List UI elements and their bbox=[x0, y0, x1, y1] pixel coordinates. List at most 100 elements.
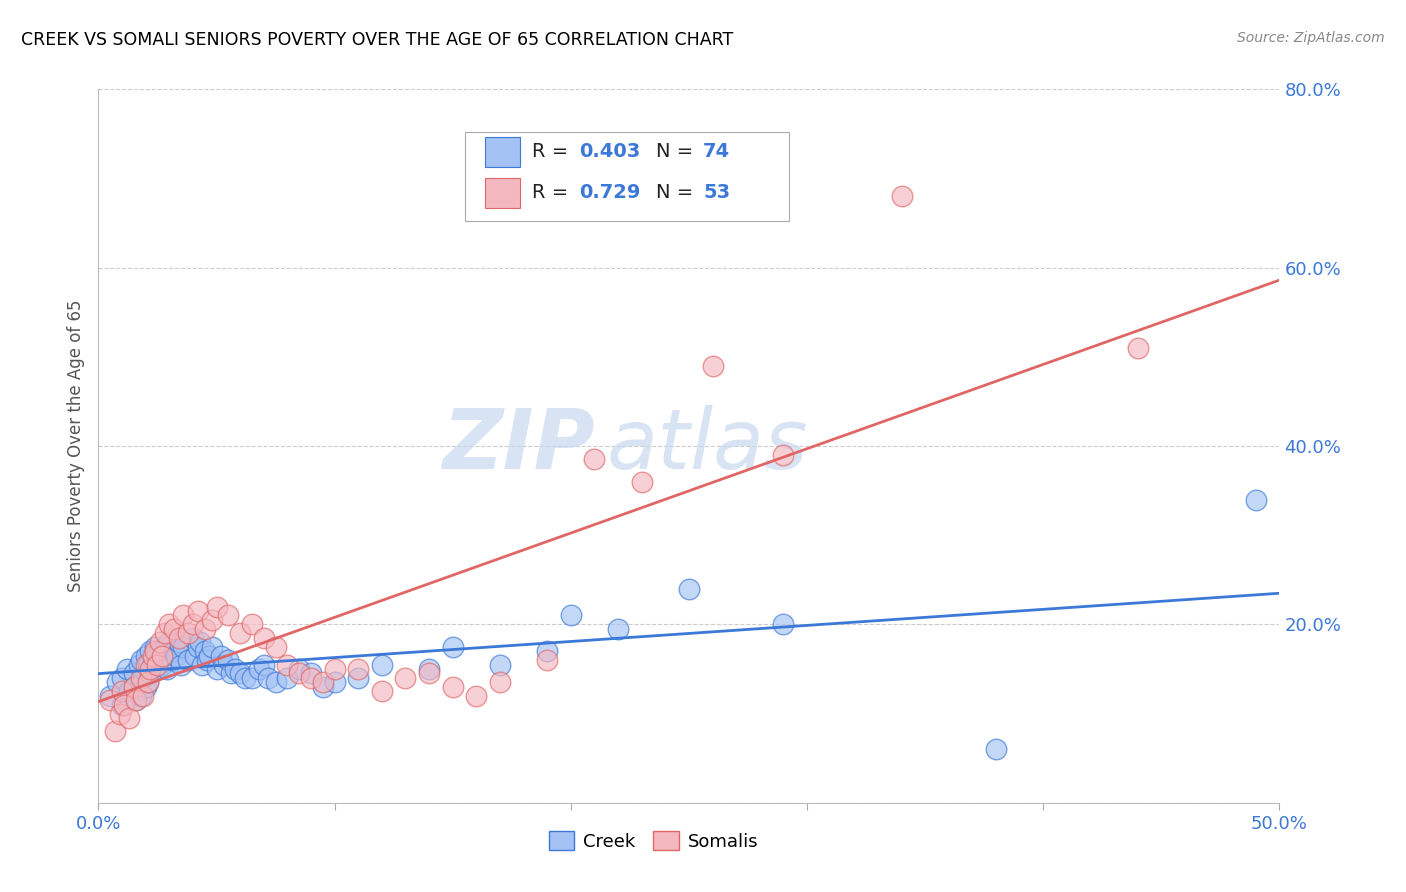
Point bbox=[111, 684, 134, 698]
Point bbox=[163, 622, 186, 636]
Point bbox=[371, 657, 394, 672]
Point bbox=[165, 648, 187, 663]
Point bbox=[194, 622, 217, 636]
Point bbox=[128, 657, 150, 672]
Point bbox=[143, 644, 166, 658]
Point bbox=[150, 648, 173, 663]
Point bbox=[583, 452, 606, 467]
FancyBboxPatch shape bbox=[485, 136, 520, 167]
Point bbox=[105, 675, 128, 690]
Point bbox=[205, 599, 228, 614]
Text: 0.403: 0.403 bbox=[579, 143, 640, 161]
Point bbox=[129, 653, 152, 667]
Point bbox=[276, 657, 298, 672]
Point bbox=[257, 671, 280, 685]
Point bbox=[143, 640, 166, 654]
Point bbox=[104, 724, 127, 739]
Point bbox=[122, 680, 145, 694]
Point bbox=[170, 657, 193, 672]
Point bbox=[201, 613, 224, 627]
Point bbox=[240, 617, 263, 632]
Point bbox=[217, 608, 239, 623]
Point bbox=[418, 662, 440, 676]
Point bbox=[118, 711, 141, 725]
Point bbox=[240, 671, 263, 685]
Point bbox=[172, 640, 194, 654]
Point bbox=[136, 675, 159, 690]
Point bbox=[118, 684, 141, 698]
Point bbox=[194, 644, 217, 658]
Point bbox=[122, 680, 145, 694]
Point bbox=[560, 608, 582, 623]
Point bbox=[209, 648, 232, 663]
Text: 0.729: 0.729 bbox=[579, 184, 641, 202]
Point bbox=[167, 631, 190, 645]
Point bbox=[146, 657, 169, 672]
Point bbox=[288, 662, 311, 676]
Point bbox=[132, 671, 155, 685]
Point bbox=[371, 684, 394, 698]
Point bbox=[229, 626, 252, 640]
Point bbox=[139, 644, 162, 658]
Text: atlas: atlas bbox=[606, 406, 808, 486]
Text: R =: R = bbox=[531, 184, 575, 202]
Point bbox=[187, 640, 209, 654]
Point bbox=[163, 644, 186, 658]
Point bbox=[195, 653, 218, 667]
Point bbox=[187, 604, 209, 618]
Point bbox=[489, 675, 512, 690]
Text: N =: N = bbox=[655, 143, 699, 161]
Point bbox=[135, 657, 157, 672]
Point bbox=[984, 742, 1007, 756]
Point bbox=[276, 671, 298, 685]
Point bbox=[181, 617, 204, 632]
Point bbox=[299, 666, 322, 681]
Point bbox=[142, 648, 165, 663]
Point bbox=[135, 648, 157, 663]
Point bbox=[229, 666, 252, 681]
Point bbox=[394, 671, 416, 685]
Point bbox=[153, 626, 176, 640]
Point bbox=[205, 662, 228, 676]
Point bbox=[772, 448, 794, 462]
Point bbox=[299, 671, 322, 685]
Point bbox=[157, 635, 180, 649]
Point bbox=[125, 693, 148, 707]
Point bbox=[135, 680, 157, 694]
Point bbox=[536, 653, 558, 667]
Point bbox=[160, 653, 183, 667]
Point bbox=[157, 617, 180, 632]
Point bbox=[465, 689, 488, 703]
Text: ZIP: ZIP bbox=[441, 406, 595, 486]
Point bbox=[98, 693, 121, 707]
Text: Source: ZipAtlas.com: Source: ZipAtlas.com bbox=[1237, 31, 1385, 45]
Point bbox=[153, 640, 176, 654]
Point bbox=[188, 635, 211, 649]
Point bbox=[129, 671, 152, 685]
Point bbox=[146, 662, 169, 676]
Point bbox=[264, 640, 287, 654]
Point bbox=[312, 675, 335, 690]
Point bbox=[323, 675, 346, 690]
Point bbox=[489, 657, 512, 672]
Point bbox=[702, 359, 724, 373]
Point bbox=[111, 671, 134, 685]
FancyBboxPatch shape bbox=[485, 178, 520, 208]
Point bbox=[630, 475, 652, 489]
Text: R =: R = bbox=[531, 143, 575, 161]
Point bbox=[184, 648, 207, 663]
Point bbox=[890, 189, 912, 203]
Point bbox=[264, 675, 287, 690]
Point bbox=[441, 640, 464, 654]
Text: CREEK VS SOMALI SENIORS POVERTY OVER THE AGE OF 65 CORRELATION CHART: CREEK VS SOMALI SENIORS POVERTY OVER THE… bbox=[21, 31, 734, 49]
Point bbox=[129, 689, 152, 703]
Point bbox=[108, 706, 131, 721]
Point bbox=[132, 689, 155, 703]
Point bbox=[536, 644, 558, 658]
Point bbox=[112, 698, 135, 712]
Point bbox=[191, 657, 214, 672]
Point bbox=[177, 653, 200, 667]
Point bbox=[418, 666, 440, 681]
Text: 53: 53 bbox=[703, 184, 730, 202]
Point bbox=[115, 662, 138, 676]
